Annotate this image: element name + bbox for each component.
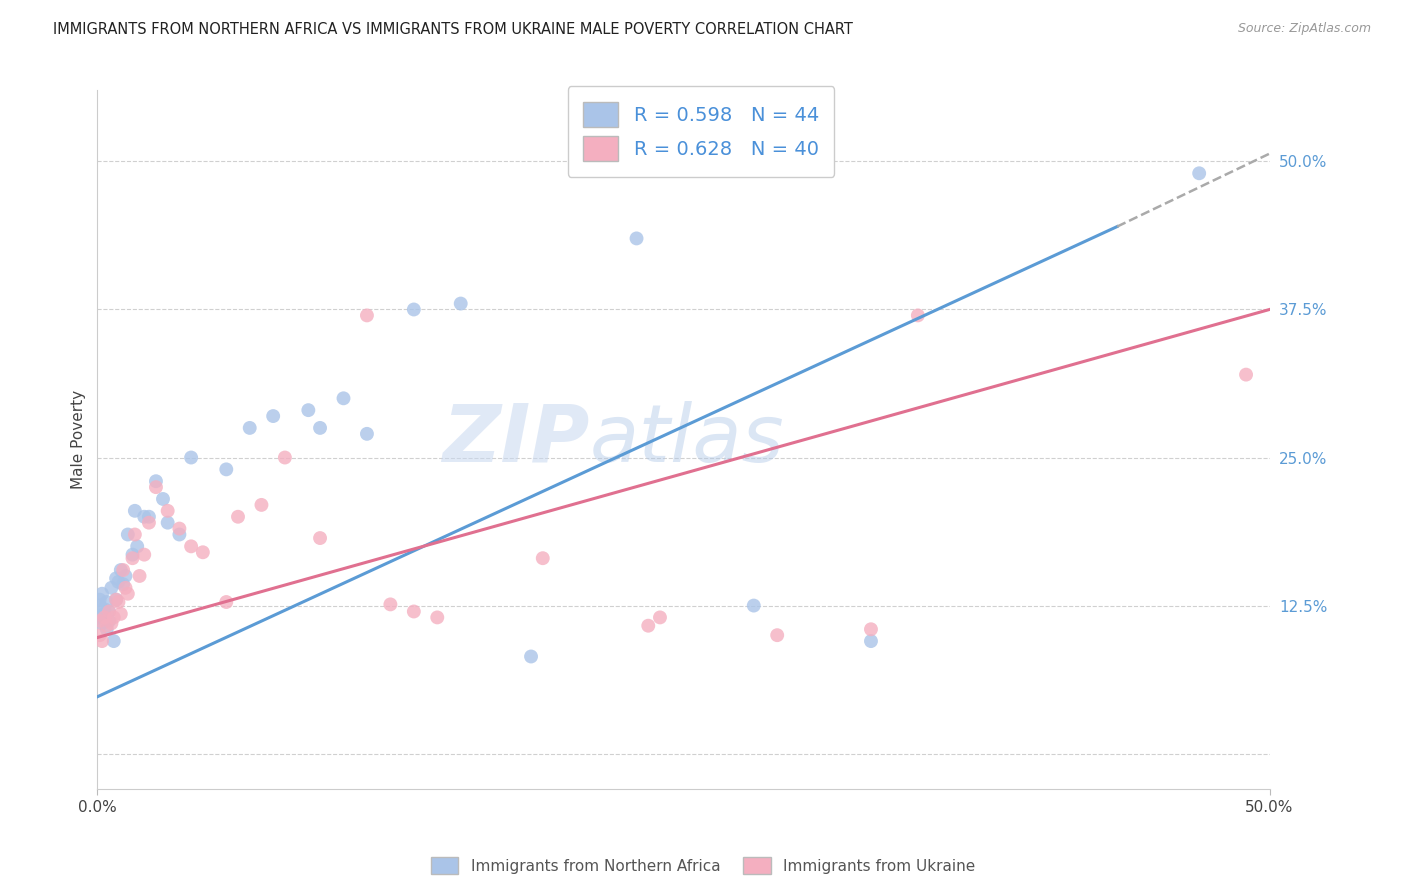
Point bbox=[91, 587, 114, 601]
Point bbox=[89, 592, 111, 607]
Point bbox=[112, 577, 135, 591]
Point bbox=[402, 605, 425, 619]
Point bbox=[180, 540, 202, 554]
Point bbox=[215, 462, 238, 476]
Point bbox=[138, 509, 160, 524]
Point bbox=[114, 581, 136, 595]
Legend: R = 0.598   N = 44, R = 0.628   N = 40: R = 0.598 N = 44, R = 0.628 N = 40 bbox=[568, 87, 835, 177]
Point bbox=[742, 599, 765, 613]
Point bbox=[103, 610, 125, 624]
Point bbox=[402, 302, 425, 317]
Point bbox=[127, 540, 149, 554]
Point bbox=[89, 599, 111, 613]
Point bbox=[450, 296, 472, 310]
Point bbox=[96, 618, 118, 632]
Point bbox=[191, 545, 214, 559]
Point bbox=[859, 622, 882, 636]
Point bbox=[356, 426, 378, 441]
Point bbox=[105, 592, 128, 607]
Point bbox=[128, 569, 150, 583]
Point bbox=[98, 614, 121, 628]
Point bbox=[138, 516, 160, 530]
Point bbox=[332, 392, 354, 406]
Text: ZIP: ZIP bbox=[443, 401, 589, 479]
Point bbox=[907, 309, 929, 323]
Point bbox=[356, 309, 378, 323]
Point bbox=[96, 622, 118, 636]
Point bbox=[134, 509, 156, 524]
Point bbox=[531, 551, 554, 566]
Point bbox=[226, 509, 249, 524]
Point bbox=[91, 616, 114, 631]
Point bbox=[124, 504, 146, 518]
Point bbox=[107, 595, 129, 609]
Point bbox=[105, 571, 128, 585]
Point bbox=[93, 602, 115, 616]
Text: Source: ZipAtlas.com: Source: ZipAtlas.com bbox=[1237, 22, 1371, 36]
Point bbox=[98, 605, 121, 619]
Point bbox=[309, 531, 332, 545]
Point bbox=[124, 527, 146, 541]
Point bbox=[121, 551, 143, 566]
Point bbox=[93, 607, 115, 621]
Point bbox=[103, 634, 125, 648]
Point bbox=[859, 634, 882, 648]
Point bbox=[117, 527, 139, 541]
Point bbox=[426, 610, 449, 624]
Y-axis label: Male Poverty: Male Poverty bbox=[72, 390, 86, 490]
Point bbox=[520, 649, 543, 664]
Point bbox=[262, 409, 284, 423]
Point bbox=[96, 595, 118, 609]
Point bbox=[156, 516, 179, 530]
Point bbox=[100, 616, 122, 631]
Point bbox=[239, 421, 262, 435]
Point bbox=[117, 587, 139, 601]
Point bbox=[169, 527, 191, 541]
Point bbox=[626, 231, 648, 245]
Point bbox=[145, 480, 167, 494]
Point bbox=[93, 610, 115, 624]
Point bbox=[98, 605, 121, 619]
Point bbox=[105, 592, 128, 607]
Point bbox=[156, 504, 179, 518]
Point bbox=[89, 614, 111, 628]
Point bbox=[180, 450, 202, 465]
Text: atlas: atlas bbox=[589, 401, 785, 479]
Point bbox=[121, 548, 143, 562]
Point bbox=[274, 450, 297, 465]
Point bbox=[169, 522, 191, 536]
Point bbox=[1188, 166, 1211, 180]
Point bbox=[297, 403, 319, 417]
Point bbox=[152, 491, 174, 506]
Point bbox=[637, 618, 659, 632]
Point bbox=[380, 598, 402, 612]
Point bbox=[648, 610, 671, 624]
Point bbox=[134, 548, 156, 562]
Point bbox=[145, 474, 167, 488]
Point bbox=[107, 574, 129, 589]
Point bbox=[766, 628, 789, 642]
Point bbox=[112, 563, 135, 577]
Point bbox=[89, 610, 111, 624]
Legend: Immigrants from Northern Africa, Immigrants from Ukraine: Immigrants from Northern Africa, Immigra… bbox=[425, 851, 981, 880]
Point bbox=[91, 634, 114, 648]
Point bbox=[1234, 368, 1257, 382]
Point bbox=[309, 421, 332, 435]
Point bbox=[215, 595, 238, 609]
Point bbox=[110, 607, 132, 621]
Point bbox=[250, 498, 273, 512]
Text: IMMIGRANTS FROM NORTHERN AFRICA VS IMMIGRANTS FROM UKRAINE MALE POVERTY CORRELAT: IMMIGRANTS FROM NORTHERN AFRICA VS IMMIG… bbox=[53, 22, 853, 37]
Point bbox=[89, 628, 111, 642]
Point bbox=[114, 569, 136, 583]
Point bbox=[110, 563, 132, 577]
Point bbox=[100, 581, 122, 595]
